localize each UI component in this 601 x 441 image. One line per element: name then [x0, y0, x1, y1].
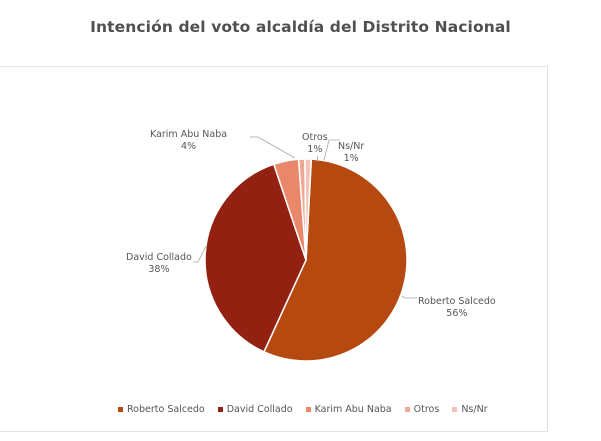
legend-item-karim[interactable]: Karim Abu Naba [305, 404, 392, 415]
legend-label: Roberto Salcedo [127, 404, 205, 415]
label-name: Karim Abu Naba [150, 129, 228, 140]
label-pct: 38% [148, 264, 170, 275]
pie-slices [204, 158, 408, 362]
legend-item-david[interactable]: David Collado [217, 404, 293, 415]
legend-label: Otros [413, 404, 440, 415]
legend-swatch [118, 407, 123, 412]
pie-slice-david-collado[interactable] [204, 163, 307, 353]
legend-swatch [305, 407, 311, 412]
slice-label-david: David Collado 38% [126, 252, 192, 276]
slice-label-nsnr: Ns/Nr 1% [338, 141, 364, 165]
label-pct: 1% [343, 153, 359, 164]
chart-area [0, 66, 548, 432]
label-pct: 56% [446, 308, 468, 319]
label-name: Otros [302, 132, 328, 143]
legend-item-roberto[interactable]: Roberto Salcedo [118, 404, 205, 415]
legend-swatch [452, 407, 458, 412]
label-pct: 4% [180, 141, 197, 152]
label-name: David Collado [126, 252, 192, 263]
slice-label-roberto: Roberto Salcedo 56% [418, 296, 496, 320]
label-name: Ns/Nr [338, 141, 365, 152]
legend-swatch [217, 407, 223, 412]
label-pct: 1% [307, 144, 323, 155]
label-name: Roberto Salcedo [418, 296, 496, 307]
chart-legend: Roberto Salcedo David Collado Karim Abu … [118, 404, 488, 415]
slice-label-otros: Otros 1% [302, 132, 328, 156]
legend-label: Ns/Nr [461, 404, 488, 415]
slice-label-karim: Karim Abu Naba 4% [150, 129, 227, 153]
legend-label: David Collado [226, 404, 293, 415]
pie-slice-roberto-salcedo[interactable] [262, 158, 408, 362]
legend-item-nsnr[interactable]: Ns/Nr [452, 404, 488, 415]
legend-label: Karim Abu Naba [314, 404, 392, 415]
pie-slice-ns-nr[interactable] [304, 158, 313, 261]
chart-title: Intención del voto alcaldía del Distrito… [90, 18, 511, 36]
legend-item-otros[interactable]: Otros [404, 404, 440, 415]
legend-swatch [404, 407, 410, 412]
leader-lines [193, 136, 417, 299]
